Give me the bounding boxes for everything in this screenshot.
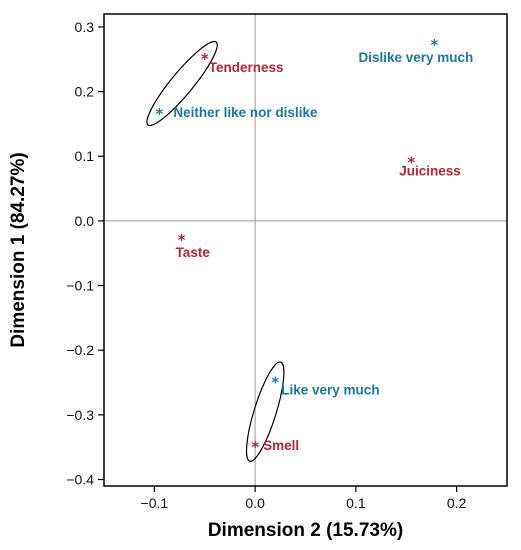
y-tick-label: −0.3 — [66, 407, 94, 423]
y-tick-label: 0.1 — [75, 148, 95, 164]
x-axis-title: Dimension 2 (15.73%) — [208, 520, 403, 541]
y-tick-label: −0.4 — [66, 472, 94, 488]
point-label: Tenderness — [209, 60, 284, 75]
point-label: Like very much — [281, 382, 379, 397]
y-tick-label: −0.2 — [66, 342, 94, 358]
y-axis-title: Dimension 1 (84.27%) — [8, 152, 29, 347]
x-axis-ticks: −0.1 0.0 0.1 0.2 — [141, 486, 467, 511]
y-tick-label: 0.0 — [75, 213, 95, 229]
point-label: Juiciness — [399, 163, 461, 178]
x-tick-label: 0.2 — [447, 495, 467, 511]
point-label: Neither like nor dislike — [173, 105, 318, 120]
point-marker: * — [271, 373, 279, 391]
x-tick-label: −0.1 — [141, 495, 169, 511]
x-tick-label: 0.1 — [346, 495, 366, 511]
point-label: Taste — [176, 245, 211, 260]
grouping-ellipses — [139, 35, 291, 464]
y-axis-ticks: 0.3 0.2 0.1 0.0 −0.1 −0.2 −0.3 −0.4 — [66, 19, 104, 488]
point-label: Dislike very much — [358, 50, 473, 65]
x-tick-label: 0.0 — [245, 495, 265, 511]
point-marker: * — [251, 438, 259, 456]
point-marker: * — [201, 50, 209, 68]
y-tick-label: 0.2 — [75, 84, 95, 100]
point-marker: * — [155, 105, 163, 123]
plot-frame — [104, 14, 507, 486]
data-points: *Tenderness*Juiciness*Taste*Smell*Dislik… — [155, 36, 473, 456]
y-tick-label: 0.3 — [75, 19, 95, 35]
y-tick-label: −0.1 — [66, 278, 94, 294]
point-label: Smell — [263, 438, 299, 453]
